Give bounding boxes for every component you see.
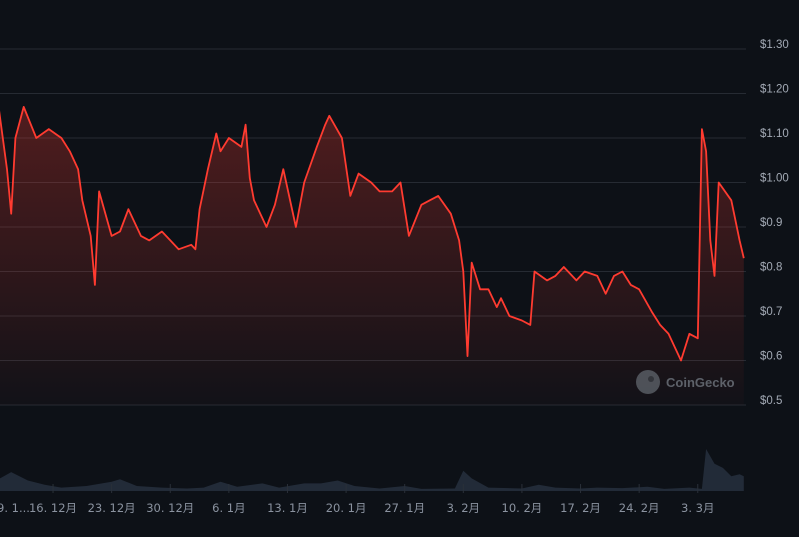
y-tick-label: $1.20 xyxy=(760,84,789,96)
y-tick-label: $0.7 xyxy=(760,306,782,318)
x-tick-label: 9. 1... xyxy=(0,501,30,515)
x-tick-label: 10. 2月 xyxy=(502,501,543,515)
y-tick-label: $0.6 xyxy=(760,351,782,363)
x-axis: 9. 1... 16. 12月 23. 12月 30. 12月 6. 1月 13. 1月 2… xyxy=(0,484,714,515)
x-tick-label: 16. 12月 xyxy=(29,501,77,515)
y-axis-labels: $0.5 $0.6 $0.7 $0.8 $0.9 $1.00 $1.10 $1.20 $1.30 xyxy=(760,39,789,407)
coingecko-logo-icon xyxy=(636,370,660,394)
y-tick-label: $1.30 xyxy=(760,39,789,51)
y-tick-label: $0.9 xyxy=(760,217,782,229)
x-tick-label: 30. 12月 xyxy=(146,501,194,515)
x-tick-label: 23. 12月 xyxy=(88,501,136,515)
x-tick-label: 17. 2月 xyxy=(560,501,601,515)
watermark-text: CoinGecko xyxy=(666,375,735,390)
volume-area xyxy=(0,449,744,491)
x-tick-label: 24. 2月 xyxy=(619,501,660,515)
x-tick-label: 6. 1月 xyxy=(212,501,245,515)
x-tick-label: 20. 1月 xyxy=(326,501,367,515)
y-tick-label: $1.00 xyxy=(760,173,789,185)
x-tick-label: 3. 2月 xyxy=(447,501,480,515)
y-tick-label: $0.8 xyxy=(760,262,782,274)
x-tick-label: 3. 3月 xyxy=(681,501,714,515)
y-tick-label: $1.10 xyxy=(760,128,789,140)
x-tick-label: 13. 1月 xyxy=(267,501,308,515)
y-tick-label: $0.5 xyxy=(760,395,782,407)
coingecko-watermark: CoinGecko xyxy=(636,370,735,394)
x-tick-label: 27. 1月 xyxy=(384,501,425,515)
price-line xyxy=(0,106,745,362)
price-area-fill xyxy=(0,106,744,405)
